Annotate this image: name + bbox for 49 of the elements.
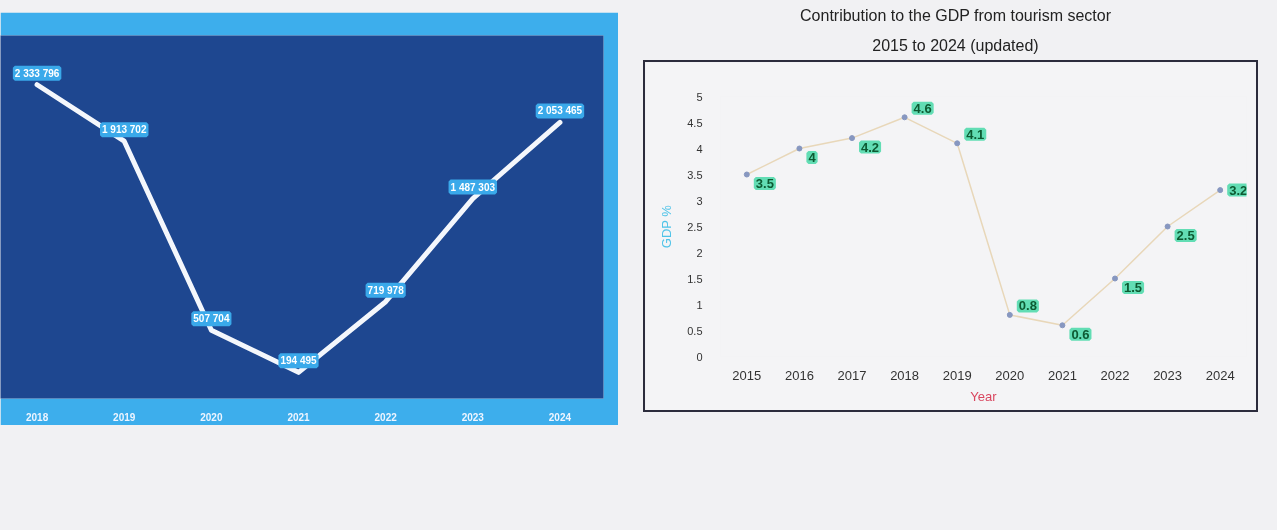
y-tick-label: 3.5 <box>687 168 703 181</box>
x-tick-label: 2021 <box>287 411 311 423</box>
data-label: 4 <box>808 150 817 165</box>
data-label: 2 333 796 <box>14 67 60 79</box>
x-tick-label: 2019 <box>113 411 136 423</box>
y-tick-label: 1.5 <box>687 272 703 285</box>
data-label: 194 495 <box>280 355 318 367</box>
y-tick-label: 3 <box>696 194 703 207</box>
data-label: 1.5 <box>1124 280 1143 295</box>
y-tick-label: 0 <box>696 350 703 363</box>
data-label: 1 487 303 <box>450 181 496 193</box>
x-tick-label: 2016 <box>784 367 814 383</box>
y-tick-label: 0.5 <box>687 324 703 337</box>
y-tick-label: 1 <box>696 298 703 311</box>
data-label: 719 978 <box>367 284 405 296</box>
data-label: 3.2 <box>1229 182 1248 198</box>
x-tick-label: 2022 <box>374 411 398 423</box>
y-tick-label: 4 <box>696 142 703 155</box>
x-tick-label: 2022 <box>1100 367 1130 383</box>
x-tick-label: 2018 <box>25 411 49 423</box>
data-label: 4.2 <box>861 139 880 155</box>
data-label: 4.1 <box>966 126 985 142</box>
x-tick-label: 2023 <box>1153 367 1183 383</box>
x-tick-label: 2020 <box>995 367 1025 383</box>
x-axis-title: Year <box>970 388 998 404</box>
data-label: 1 913 702 <box>101 124 147 136</box>
y-tick-label: 5 <box>696 90 703 103</box>
data-label: 2.5 <box>1176 228 1195 243</box>
chart-title: Contribution to the GDP from tourism sector <box>800 6 1111 26</box>
x-tick-label: 2020 <box>200 411 223 423</box>
data-label: 0.8 <box>1018 298 1037 314</box>
x-tick-label: 2023 <box>461 411 485 423</box>
x-tick-label: 2021 <box>1047 367 1077 383</box>
data-label: 0.6 <box>1071 326 1090 342</box>
x-tick-label: 2024 <box>548 411 572 423</box>
data-label: 507 704 <box>193 313 230 325</box>
y-tick-label: 2 <box>696 246 703 259</box>
x-tick-label: 2015 <box>732 367 762 383</box>
x-tick-label: 2018 <box>890 367 920 383</box>
data-label: 3.5 <box>755 176 774 191</box>
y-tick-label: 4.5 <box>687 116 703 129</box>
data-label: 2 053 465 <box>537 105 583 117</box>
x-tick-label: 2017 <box>837 367 867 383</box>
y-tick-label: 2.5 <box>687 220 703 233</box>
x-tick-label: 2024 <box>1205 367 1235 383</box>
chart-subtitle: 2015 to 2024 (updated) <box>872 36 1039 56</box>
data-label: 4.6 <box>913 100 932 116</box>
x-tick-label: 2019 <box>942 367 972 383</box>
y-axis-title: GDP % <box>659 204 675 249</box>
